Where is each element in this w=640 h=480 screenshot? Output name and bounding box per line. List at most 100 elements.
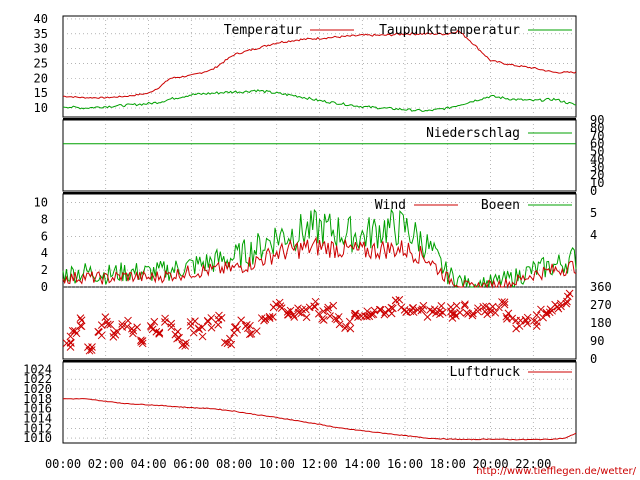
- x-tick-label: 02:00: [88, 457, 124, 471]
- chart-marks: [62, 29, 577, 441]
- y-tick-label: 6: [41, 229, 48, 243]
- footer-url: http://www.tiefflegen.de/wetter/: [476, 466, 636, 477]
- scatter-point: [537, 305, 545, 314]
- scatter-point: [452, 301, 461, 310]
- scatter-point: [426, 306, 434, 314]
- scatter-point: [545, 308, 554, 317]
- scatter-point: [462, 308, 471, 317]
- y-tick-label: 1020: [23, 382, 52, 396]
- scatter-point: [363, 312, 371, 321]
- scatter-point: [391, 296, 400, 305]
- scatter-point: [532, 311, 541, 320]
- scatter-point: [417, 306, 426, 315]
- y-tick-label: 4: [41, 246, 48, 260]
- scatter-point: [409, 308, 418, 317]
- scatter-point: [246, 321, 254, 330]
- scatter-point: [198, 332, 207, 341]
- scatter-point: [297, 309, 306, 318]
- scatter-point: [237, 316, 246, 325]
- scatter-point: [437, 301, 446, 310]
- y-tick-label-right: 5: [590, 206, 597, 220]
- scatter-point: [548, 306, 556, 315]
- series-line-temperatur: [63, 29, 577, 99]
- scatter-point: [557, 302, 565, 311]
- y-tick-label: 1022: [23, 372, 52, 386]
- scatter-point: [323, 305, 332, 314]
- scatter-point: [468, 311, 477, 320]
- scatter-point: [103, 320, 112, 329]
- scatter-point: [167, 323, 176, 332]
- scatter-point: [179, 340, 188, 349]
- y-tick-label-right: 180: [590, 316, 612, 330]
- scatter-point: [335, 320, 344, 329]
- scatter-point: [302, 313, 311, 322]
- scatter-point: [230, 329, 238, 337]
- legend-label: Taupunkttemperatur: [379, 23, 520, 38]
- scatter-point: [346, 324, 355, 333]
- x-tick-label: 14:00: [344, 457, 380, 471]
- y-tick-label-right: 30: [590, 160, 604, 174]
- scatter-point: [118, 320, 126, 328]
- scatter-point: [486, 308, 495, 316]
- y-tick-label: 30: [34, 42, 48, 56]
- scatter-point: [226, 334, 234, 343]
- scatter-point: [137, 336, 145, 345]
- scatter-point: [101, 313, 110, 321]
- scatter-point: [369, 310, 378, 319]
- scatter-point: [265, 314, 274, 323]
- scatter-point: [161, 314, 169, 323]
- scatter-point: [138, 337, 147, 345]
- scatter-point: [128, 324, 136, 333]
- scatter-point: [277, 304, 286, 312]
- chart-labels: 00:00 02:00 04:00 06:00 08:00 10:00 12:00 14:00…: [23, 12, 612, 471]
- scatter-point: [88, 343, 96, 351]
- scatter-point: [203, 316, 212, 325]
- scatter-point: [326, 312, 334, 320]
- y-tick-label: 1010: [23, 431, 52, 445]
- scatter-point: [456, 308, 464, 317]
- y-tick-label-right: 360: [590, 280, 612, 294]
- scatter-point: [488, 302, 497, 311]
- scatter-point: [504, 309, 513, 318]
- y-tick-label: 1018: [23, 392, 52, 406]
- scatter-point: [77, 316, 86, 325]
- series-line-luftdruck: [62, 398, 577, 441]
- scatter-point: [289, 311, 298, 319]
- scatter-point: [314, 309, 323, 318]
- y-tick-label-right: 20: [590, 168, 604, 182]
- y-tick-label: 1016: [23, 402, 52, 416]
- scatter-point: [482, 302, 490, 311]
- x-tick-label: 20:00: [472, 457, 508, 471]
- scatter-point: [469, 309, 477, 318]
- scatter-point: [515, 322, 524, 330]
- scatter-point: [565, 289, 574, 298]
- scatter-point: [533, 318, 541, 326]
- series-line-boeen: [62, 208, 577, 288]
- y-tick-label: 0: [41, 280, 48, 294]
- scatter-point: [62, 339, 71, 348]
- scatter-point: [342, 322, 350, 331]
- scatter-point: [562, 299, 571, 308]
- series-line-wind: [62, 236, 577, 289]
- y-tick-label-right: 0: [590, 352, 597, 366]
- x-tick-label: 06:00: [173, 457, 209, 471]
- x-tick-label: 04:00: [130, 457, 166, 471]
- legend-label: Wind: [375, 198, 406, 213]
- y-tick-label-right: 90: [590, 334, 604, 348]
- scatter-point: [500, 300, 509, 309]
- y-tick-label: 2: [41, 263, 48, 277]
- y-tick-label: 15: [34, 86, 48, 100]
- scatter-point: [148, 325, 157, 334]
- y-tick-label: 25: [34, 57, 48, 71]
- scatter-point: [87, 346, 96, 354]
- scatter-point: [333, 315, 341, 324]
- legend-label: Niederschlag: [426, 126, 520, 141]
- scatter-point: [72, 329, 81, 338]
- scatter-point: [491, 308, 500, 317]
- scatter-point: [272, 300, 280, 309]
- legend-label: Luftdruck: [450, 365, 521, 380]
- scatter-point: [495, 303, 503, 312]
- scatter-point: [66, 332, 75, 341]
- y-tick-label: 40: [34, 12, 48, 26]
